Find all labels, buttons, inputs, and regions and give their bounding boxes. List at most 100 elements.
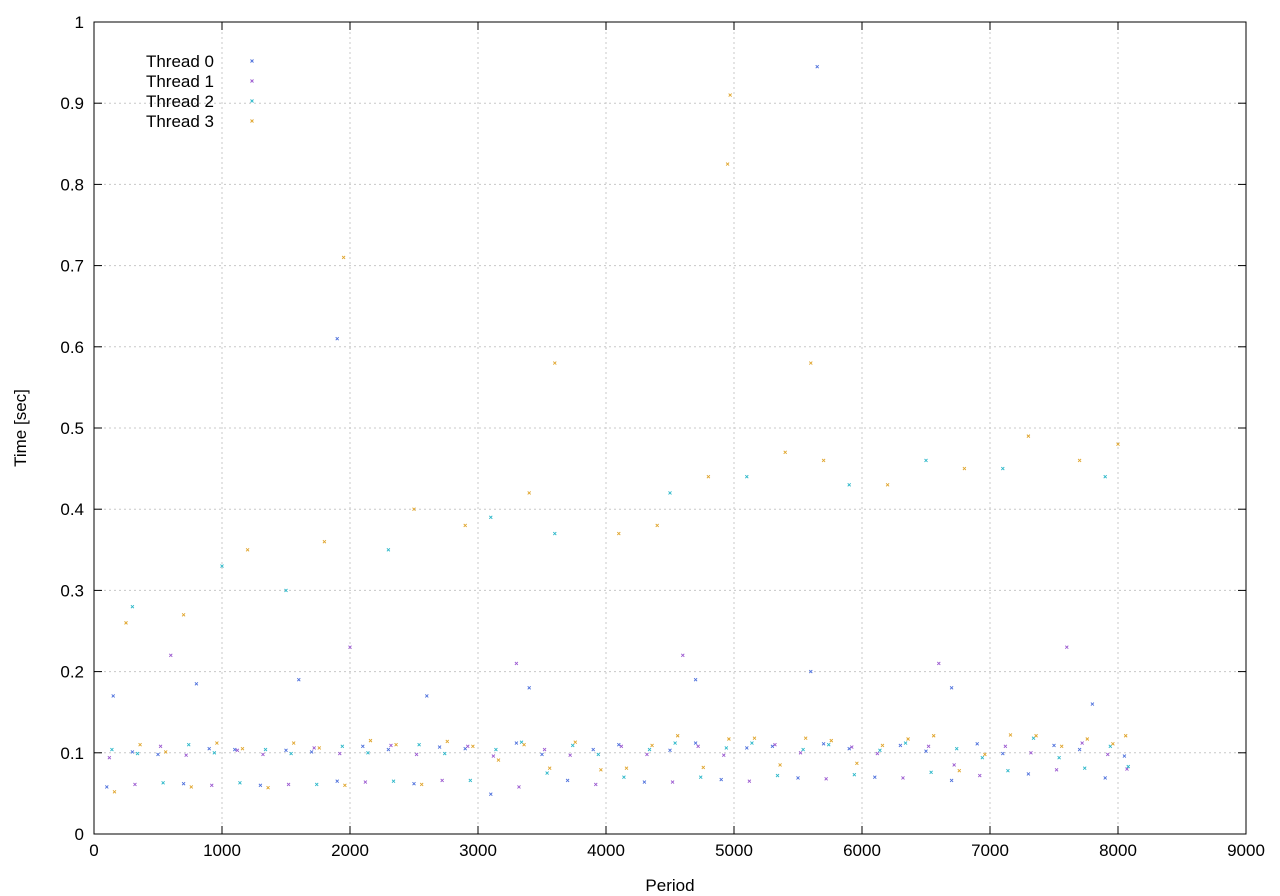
data-point (309, 750, 314, 754)
data-point (337, 751, 342, 756)
data-point (901, 776, 905, 780)
data-point (721, 753, 726, 758)
legend-marker (250, 59, 254, 63)
data-point (412, 507, 416, 512)
data-point (212, 750, 217, 755)
x-axis-label: Period (645, 876, 694, 895)
data-point (296, 677, 301, 682)
data-point (465, 744, 470, 749)
data-point (360, 744, 365, 749)
data-point (168, 653, 173, 658)
data-point (186, 742, 191, 747)
data-point (291, 741, 296, 745)
data-point (1000, 466, 1005, 471)
x-tick-label: 0 (89, 841, 98, 860)
x-tick-label: 7000 (971, 841, 1009, 860)
data-point (124, 621, 128, 625)
data-point (655, 523, 660, 528)
data-point (133, 782, 137, 787)
data-point (673, 741, 677, 745)
x-tick-label: 5000 (715, 841, 753, 860)
data-point (488, 792, 493, 797)
x-tick-label: 3000 (459, 841, 497, 860)
data-point (322, 539, 327, 544)
data-point (980, 755, 985, 760)
y-tick-label: 0.6 (60, 338, 84, 357)
data-point (596, 752, 601, 757)
data-point (847, 746, 852, 751)
data-point (527, 491, 532, 495)
data-point (540, 752, 544, 757)
x-tick-label: 9000 (1227, 841, 1265, 860)
data-point (798, 750, 803, 755)
data-point (194, 681, 199, 686)
data-point (801, 747, 805, 752)
data-point (468, 778, 473, 783)
legend-marker (250, 79, 254, 83)
data-point (725, 162, 730, 166)
data-point (724, 746, 729, 750)
data-point (698, 775, 703, 779)
y-tick-label: 0.7 (60, 257, 84, 276)
data-point (924, 749, 928, 753)
data-point (936, 661, 941, 666)
data-point (670, 780, 675, 784)
data-point (668, 748, 672, 753)
data-point (885, 483, 890, 487)
data-point (232, 747, 237, 752)
data-point (1090, 702, 1095, 706)
data-point (445, 739, 450, 744)
legend-label: Thread 2 (146, 92, 214, 111)
data-point (514, 661, 519, 666)
data-point (744, 746, 749, 750)
data-point (184, 753, 188, 758)
data-point (878, 748, 882, 753)
data-point (552, 361, 557, 365)
data-point (744, 474, 749, 479)
data-point (808, 361, 813, 365)
data-point (491, 754, 496, 758)
data-point (565, 778, 570, 783)
data-point (1077, 747, 1082, 752)
data-point (622, 775, 626, 779)
data-point (642, 780, 647, 784)
data-point (1111, 742, 1115, 746)
data-point (1082, 766, 1087, 771)
data-point (284, 588, 288, 593)
y-tick-label: 0.5 (60, 419, 84, 438)
data-point (924, 458, 928, 463)
data-point (983, 752, 987, 757)
data-point (412, 781, 416, 786)
data-point (719, 777, 724, 782)
y-tick-label: 0.2 (60, 663, 84, 682)
data-point (1116, 442, 1120, 447)
data-point (593, 782, 598, 787)
legend-label: Thread 1 (146, 72, 214, 91)
data-point (693, 677, 698, 682)
data-point (417, 742, 421, 747)
data-point (463, 523, 468, 528)
data-point (616, 531, 621, 536)
data-point (619, 744, 624, 749)
data-point (852, 772, 857, 777)
data-point (391, 779, 396, 784)
x-tick-label: 8000 (1099, 841, 1137, 860)
data-point (1125, 767, 1129, 771)
legend-label: Thread 0 (146, 52, 214, 71)
data-point (442, 751, 447, 756)
data-point (647, 747, 652, 752)
data-point (527, 686, 532, 690)
data-point (220, 564, 224, 568)
data-point (517, 785, 521, 789)
data-point (949, 686, 954, 690)
data-point (770, 744, 775, 749)
data-point (616, 742, 621, 747)
axis-ticks: 0 1000 2000 3000 4000 5000 6000 7000 8000 9000 0 0.… (60, 13, 1265, 860)
data-point (668, 491, 672, 495)
series-2 (110, 458, 1131, 787)
data-point (156, 752, 160, 757)
data-point (898, 743, 903, 748)
y-axis-label: Time [sec] (11, 389, 30, 467)
y-tick-label: 0.1 (60, 744, 84, 763)
